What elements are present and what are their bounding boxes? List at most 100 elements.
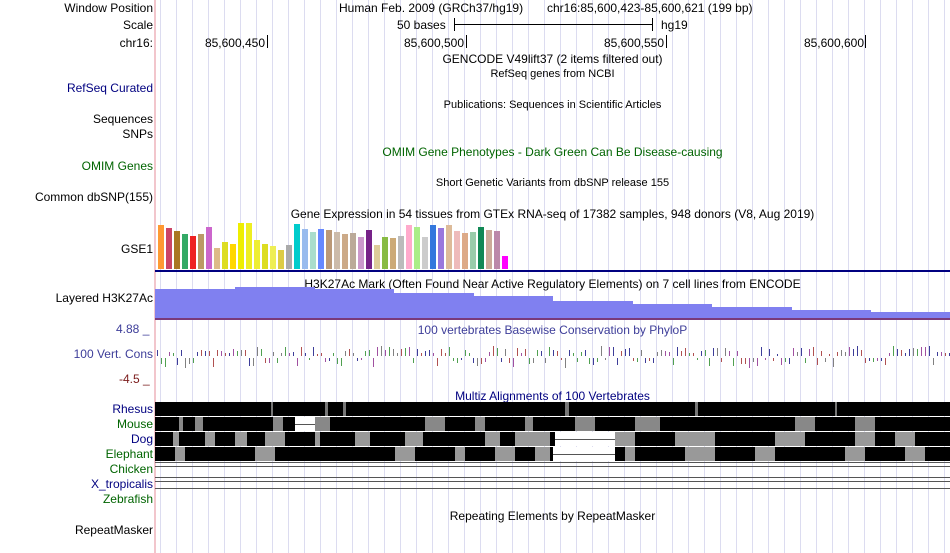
h3k27ac-segment[interactable] xyxy=(871,312,950,318)
phylop-base-score xyxy=(881,358,882,361)
position-readout[interactable]: chr16:85,600,423-85,600,621 (199 bp) xyxy=(547,1,753,15)
phylop-base-score xyxy=(773,358,774,361)
gtex-tissue-bar[interactable] xyxy=(398,236,404,269)
omim-track-title[interactable]: OMIM Gene Phenotypes - Dark Green Can Be… xyxy=(382,145,723,159)
gtex-tissue-bar[interactable] xyxy=(238,223,244,269)
gtex-tissue-bar[interactable] xyxy=(262,244,268,269)
gtex-tissue-bar[interactable] xyxy=(230,244,236,269)
gtex-tissue-bar[interactable] xyxy=(342,234,348,269)
gtex-tissue-bar[interactable] xyxy=(166,228,172,269)
gtex-tissue-bar[interactable] xyxy=(174,231,180,269)
gtex-tissue-bar[interactable] xyxy=(294,224,300,269)
h3k27ac-track-title[interactable]: H3K27Ac Mark (Often Found Near Active Re… xyxy=(304,277,801,291)
grid-line xyxy=(512,0,513,553)
gtex-tissue-bar[interactable] xyxy=(430,225,436,269)
gtex-tissue-bar[interactable] xyxy=(254,240,260,269)
gtex-tissue-bar[interactable] xyxy=(278,250,284,269)
publications-track-title[interactable]: Publications: Sequences in Scientific Ar… xyxy=(443,99,662,111)
h3k27ac-signal[interactable] xyxy=(155,287,950,318)
h3k27ac-segment[interactable] xyxy=(314,289,394,318)
phylop-base-score xyxy=(429,350,430,356)
gtex-tissue-bar[interactable] xyxy=(374,245,380,269)
phylop-base-score xyxy=(653,358,654,363)
gtex-track-title[interactable]: Gene Expression in 54 tissues from GTEx … xyxy=(290,207,815,221)
gencode-track-title[interactable]: GENCODE V49lift37 (2 items filtered out) xyxy=(442,52,663,66)
refseq-track-title[interactable]: RefSeq genes from NCBI xyxy=(490,68,615,80)
h3k27ac-segment[interactable] xyxy=(473,296,553,318)
gtex-tissue-bar[interactable] xyxy=(190,236,196,269)
repeatmasker-track-label[interactable]: RepeatMasker xyxy=(74,523,153,537)
multiz-species-label[interactable]: Zebrafish xyxy=(102,492,153,506)
snps-track-label[interactable]: SNPs xyxy=(122,127,153,141)
gtex-tissue-bar[interactable] xyxy=(302,229,308,269)
gtex-tissue-bar[interactable] xyxy=(326,230,332,269)
gtex-tissue-bar[interactable] xyxy=(318,229,324,269)
h3k27ac-segment[interactable] xyxy=(235,287,315,318)
gtex-tissue-bar[interactable] xyxy=(198,234,204,269)
h3k27ac-segment[interactable] xyxy=(155,289,235,318)
gtex-tissue-bar[interactable] xyxy=(270,246,276,269)
gtex-tissue-bar[interactable] xyxy=(454,231,460,269)
gtex-tissue-bar[interactable] xyxy=(310,232,316,269)
gtex-tissue-bar[interactable] xyxy=(246,223,252,269)
h3k27ac-segment[interactable] xyxy=(632,304,712,318)
gtex-tissue-bar[interactable] xyxy=(470,232,476,269)
multiz-species-label[interactable]: X_tropicalis xyxy=(90,477,153,491)
grid-line xyxy=(304,0,305,553)
gtex-tissue-bar[interactable] xyxy=(462,233,468,269)
multiz-species-label[interactable]: Chicken xyxy=(109,462,153,476)
gtex-tissue-bar[interactable] xyxy=(286,245,292,269)
window-position-label: Window Position xyxy=(64,1,153,15)
h3k27ac-segment[interactable] xyxy=(553,301,633,318)
gtex-tissue-bar[interactable] xyxy=(358,237,364,269)
gtex-tissue-bar[interactable] xyxy=(350,233,356,269)
gtex-tissue-bar[interactable] xyxy=(206,227,212,269)
multiz-species-label[interactable]: Elephant xyxy=(105,447,153,461)
gtex-tissue-bar[interactable] xyxy=(478,227,484,269)
gtex-tissue-bar[interactable] xyxy=(446,225,452,269)
phylop-base-score xyxy=(445,353,446,356)
multiz-track-title[interactable]: Multiz Alignments of 100 Vertebrates xyxy=(455,389,650,403)
multiz-species-label[interactable]: Dog xyxy=(130,432,153,446)
dbsnp-track-label[interactable]: Common dbSNP(155) xyxy=(34,190,153,204)
phylop-track-title[interactable]: 100 vertebrates Basewise Conservation by… xyxy=(417,323,688,337)
gtex-tissue-bar[interactable] xyxy=(486,230,492,269)
gtex-track-label[interactable]: GSE1 xyxy=(120,242,153,256)
alignment-block xyxy=(775,432,805,446)
gtex-tissue-bar[interactable] xyxy=(222,242,228,269)
gtex-tissue-bar[interactable] xyxy=(182,234,188,269)
refseq-track-label[interactable]: RefSeq Curated xyxy=(66,81,153,95)
grid-line xyxy=(496,0,497,553)
grid-line xyxy=(592,0,593,553)
gtex-tissue-bar[interactable] xyxy=(214,248,220,269)
h3k27ac-segment[interactable] xyxy=(394,293,474,318)
sequences-track-label[interactable]: Sequences xyxy=(92,112,153,126)
multiz-species-label[interactable]: Mouse xyxy=(116,417,153,431)
dbsnp-track-title[interactable]: Short Genetic Variants from dbSNP releas… xyxy=(435,177,670,189)
h3k27ac-segment[interactable] xyxy=(791,310,871,318)
phylop-base-score xyxy=(217,350,218,356)
multiz-species-label[interactable]: Rhesus xyxy=(112,402,153,416)
gtex-tissue-bar[interactable] xyxy=(494,231,500,269)
phylop-base-score xyxy=(209,351,210,356)
gtex-tissue-bar[interactable] xyxy=(158,225,164,269)
gtex-tissue-bar[interactable] xyxy=(334,232,340,269)
gtex-tissue-bar[interactable] xyxy=(414,227,420,269)
assembly-label[interactable]: Human Feb. 2009 (GRCh37/hg19) xyxy=(339,1,524,15)
gtex-tissue-bar[interactable] xyxy=(438,228,444,269)
gtex-tissue-bar[interactable] xyxy=(422,237,428,269)
gtex-tissue-bar[interactable] xyxy=(382,237,388,269)
repeatmasker-track-title[interactable]: Repeating Elements by RepeatMasker xyxy=(449,509,656,523)
gtex-tissue-bar[interactable] xyxy=(406,225,412,269)
h3k27ac-segment[interactable] xyxy=(712,307,792,318)
gtex-tissue-bar[interactable] xyxy=(390,238,396,269)
omim-track-label[interactable]: OMIM Genes xyxy=(81,159,153,173)
gtex-tissue-bar[interactable] xyxy=(366,230,372,269)
gtex-tissue-bar[interactable] xyxy=(502,256,508,269)
phylop-signal[interactable] xyxy=(155,340,950,385)
alignment-block xyxy=(515,432,550,446)
phylop-track-label[interactable]: 100 Vert. Cons xyxy=(73,347,153,361)
phylop-base-score xyxy=(933,358,934,365)
h3k27ac-track-label[interactable]: Layered H3K27Ac xyxy=(55,291,153,305)
gtex-bar-chart[interactable] xyxy=(158,223,538,269)
